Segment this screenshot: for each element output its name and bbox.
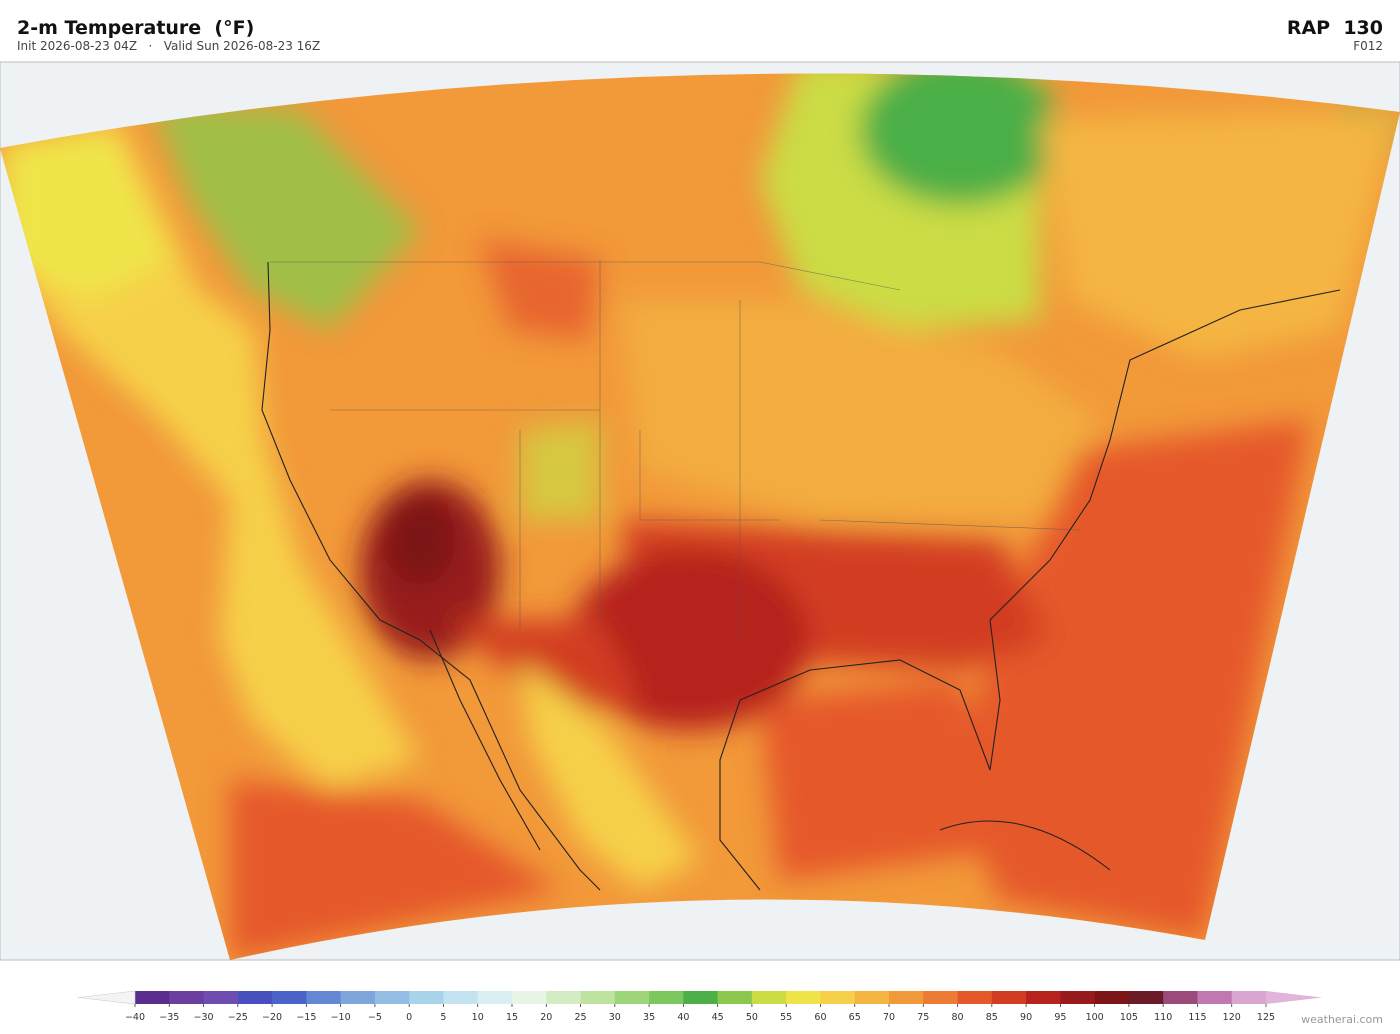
colorbar-tick-label: 85	[986, 1012, 998, 1023]
colorbar-bin	[923, 991, 959, 1004]
colorbar-extend-low	[77, 990, 136, 1005]
colorbar-bin	[991, 991, 1027, 1004]
colorbar-bin	[340, 991, 376, 1004]
colorbar-tick-label: 30	[609, 1012, 621, 1023]
temperature-field	[0, 73, 1400, 960]
colorbar-bin	[1163, 991, 1198, 1004]
colorbar-bin	[1026, 991, 1061, 1004]
colorbar-tick-label: 55	[780, 1012, 792, 1023]
colorbar-bin	[272, 991, 307, 1004]
colorbar-bin	[237, 991, 273, 1004]
colorbar-tick-label: −30	[194, 1012, 214, 1023]
colorbar-tick-label: −15	[296, 1012, 316, 1023]
colorbar-tick-label: 60	[814, 1012, 826, 1023]
colorbar-bin	[374, 991, 410, 1004]
borders	[270, 260, 1081, 640]
colorbar-bin	[614, 991, 650, 1004]
colorbar-tick-label: −35	[159, 1012, 179, 1023]
colorbar-bin	[683, 991, 719, 1004]
colorbar-bin	[409, 991, 444, 1004]
colorbar-tick-label: 10	[472, 1012, 484, 1023]
colorbar-tick-label: 25	[574, 1012, 586, 1023]
colorbar-tick-label: 15	[506, 1012, 518, 1023]
colorbar-bin	[717, 991, 753, 1004]
colorbar-bin	[169, 991, 205, 1004]
colorbar-tick-label: 50	[746, 1012, 758, 1023]
colorbar-bin	[546, 991, 582, 1004]
coastlines	[261, 261, 1341, 891]
colorbar-tick-label: 90	[1020, 1012, 1032, 1023]
colorbar-bin	[751, 991, 787, 1004]
colorbar-bin	[477, 991, 513, 1004]
colorbar-tick-label: 110	[1154, 1012, 1172, 1023]
forecast-hour: F012	[1353, 39, 1383, 53]
colorbar-tick-label: 45	[712, 1012, 724, 1023]
colorbar-tick-label: 100	[1086, 1012, 1104, 1023]
colorbar-bin	[580, 991, 616, 1004]
colorbar-bin	[1197, 991, 1233, 1004]
colorbar-tick-label: 80	[951, 1012, 963, 1023]
colorbar-tick-label: 105	[1120, 1012, 1138, 1023]
colorbar-bin	[203, 991, 239, 1004]
watermark: weatherai.com	[1301, 1013, 1383, 1026]
colorbar-bin	[889, 991, 924, 1004]
colorbar-bin	[306, 991, 342, 1004]
colorbar-bin	[1128, 991, 1164, 1004]
colorbar-bin	[512, 991, 547, 1004]
title: 2-m Temperature (°F)	[17, 17, 254, 39]
colorbar-tick-label: 0	[406, 1012, 412, 1023]
colorbar-bin	[854, 991, 890, 1004]
colorbar-tick-label: 75	[917, 1012, 929, 1023]
colorbar-bin	[820, 991, 856, 1004]
colorbar-bin	[1060, 991, 1096, 1004]
colorbar-tick-label: 65	[849, 1012, 861, 1023]
colorbar-tick-label: −20	[262, 1012, 282, 1023]
model-label: RAP 130	[1287, 17, 1383, 39]
colorbar-tick-label: 70	[883, 1012, 895, 1023]
colorbar-bin	[1094, 991, 1130, 1004]
colorbar: −40 −35 −30 −25 −20 −15 −10 −5 0 5 10 15 20 25 30 35 40 4…	[77, 990, 1322, 1023]
colorbar-tick-label: 35	[643, 1012, 655, 1023]
colorbar-tick-label: −25	[228, 1012, 248, 1023]
colorbar-tick-label: −10	[331, 1012, 351, 1023]
colorbar-tick-label: 5	[440, 1012, 446, 1023]
colorbar-tick-label: −40	[125, 1012, 145, 1023]
subtitle: Init 2026-08-23 04Z · Valid Sun 2026-08-…	[17, 39, 320, 53]
colorbar-tick-label: 120	[1223, 1012, 1241, 1023]
colorbar-extend-high	[1266, 991, 1322, 1004]
colorbar-tick-label: 20	[540, 1012, 552, 1023]
colorbar-bin	[649, 991, 684, 1004]
colorbar-tick-label: 40	[677, 1012, 689, 1023]
colorbar-bin	[443, 991, 479, 1004]
colorbar-bin	[1231, 991, 1267, 1004]
colorbar-tick-label: 95	[1054, 1012, 1066, 1023]
colorbar-bin	[135, 991, 170, 1004]
colorbar-tick-label: −5	[368, 1012, 382, 1023]
colorbar-bin	[957, 991, 993, 1004]
colorbar-tick-label: 115	[1188, 1012, 1206, 1023]
colorbar-tick-label: 125	[1257, 1012, 1275, 1023]
colorbar-bin	[786, 991, 821, 1004]
